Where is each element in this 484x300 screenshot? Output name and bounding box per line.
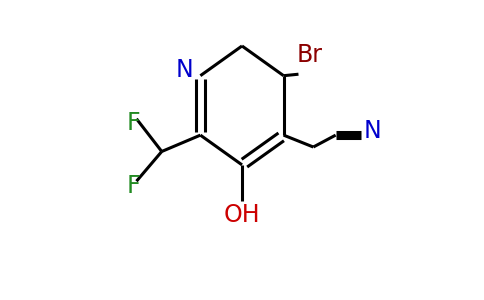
Text: Br: Br: [297, 43, 323, 67]
Text: OH: OH: [224, 203, 260, 227]
Text: F: F: [127, 174, 140, 198]
Text: F: F: [127, 111, 140, 135]
Text: N: N: [175, 58, 193, 82]
Text: N: N: [364, 119, 381, 143]
